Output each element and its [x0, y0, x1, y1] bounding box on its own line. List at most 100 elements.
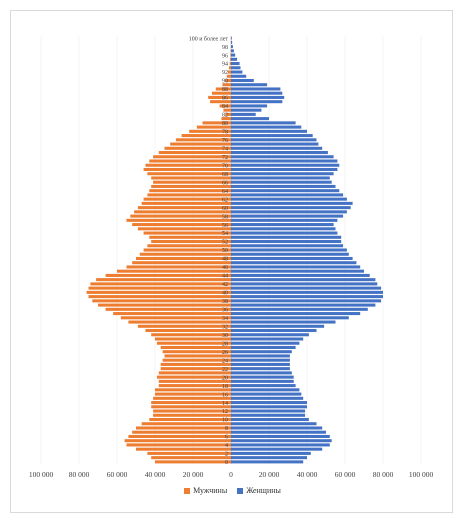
- age-label: 62: [222, 197, 228, 203]
- female-bar: [231, 354, 290, 358]
- male-bar: [113, 312, 231, 316]
- male-bar: [90, 282, 232, 286]
- female-bar: [231, 379, 294, 383]
- age-label: 24: [222, 358, 228, 364]
- female-bar: [231, 401, 307, 405]
- male-bar: [202, 121, 231, 125]
- male-bar: [143, 197, 231, 201]
- age-label: 80: [222, 121, 228, 127]
- female-bar: [231, 282, 378, 286]
- female-bar: [231, 206, 351, 210]
- female-bar: [231, 409, 306, 413]
- male-bar: [153, 180, 231, 184]
- female-bar: [231, 367, 290, 371]
- age-label: 90: [222, 79, 228, 85]
- male-bar: [136, 256, 231, 261]
- female-bar: [231, 265, 361, 269]
- female-bar: [231, 91, 283, 95]
- age-label: 48: [222, 257, 228, 263]
- female-bar: [231, 456, 307, 460]
- female-bar: [231, 439, 332, 443]
- x-tick-label: 60 000: [335, 470, 356, 479]
- female-bar: [231, 303, 376, 307]
- female-bar: [231, 167, 338, 172]
- male-bar: [189, 129, 231, 133]
- female-bar: [231, 244, 344, 248]
- age-label: 44: [222, 274, 228, 280]
- x-tick-label: 60 000: [107, 470, 128, 479]
- female-bar: [231, 278, 376, 282]
- male-bar: [228, 66, 231, 70]
- male-bar: [208, 95, 231, 99]
- male-bar: [98, 303, 231, 307]
- male-bar: [137, 227, 231, 231]
- age-label: 96: [222, 53, 228, 59]
- legend-label-female: Женщины: [246, 486, 281, 495]
- female-bar: [231, 163, 340, 167]
- legend-swatch-male: [184, 487, 191, 494]
- female-bar: [231, 210, 347, 214]
- male-bar: [160, 362, 231, 366]
- male-bar: [170, 142, 231, 146]
- male-bar: [126, 265, 231, 269]
- male-bar: [181, 134, 231, 138]
- male-bar: [143, 167, 231, 172]
- age-label: 54: [222, 231, 228, 237]
- female-bar: [231, 176, 330, 180]
- age-label: 14: [222, 401, 228, 407]
- female-bar: [231, 320, 336, 324]
- male-bar: [153, 155, 231, 159]
- age-label: 50: [222, 248, 228, 254]
- x-tick-label: 80 000: [69, 470, 90, 479]
- female-bar: [231, 197, 347, 201]
- female-bar: [231, 201, 353, 205]
- age-label: 74: [222, 146, 228, 152]
- female-bar: [231, 460, 304, 464]
- female-bar: [231, 95, 285, 99]
- age-label: 100 и более лет: [189, 35, 229, 42]
- male-bar: [145, 163, 231, 167]
- male-bar: [156, 375, 231, 379]
- male-bar: [156, 341, 231, 345]
- x-axis-tick-labels: 100 000 80 000 60 000 40 000 20 000 0 20 000 40…: [29, 470, 434, 479]
- male-bar: [222, 83, 231, 87]
- legend-swatch-female: [237, 487, 244, 494]
- female-bar: [231, 252, 349, 256]
- x-tick-label: 20 000: [183, 470, 204, 479]
- age-label: 78: [222, 130, 228, 136]
- male-bar: [143, 231, 231, 235]
- male-bar: [139, 252, 231, 256]
- age-label: 88: [222, 87, 228, 93]
- male-bar: [141, 422, 231, 426]
- female-bar: [231, 87, 281, 91]
- female-bar: [231, 316, 349, 320]
- female-bar: [231, 396, 304, 400]
- female-bar: [231, 447, 323, 451]
- age-label: 94: [222, 62, 228, 68]
- male-bar: [219, 104, 231, 108]
- female-bar: [231, 261, 357, 265]
- female-bar: [231, 108, 262, 112]
- female-bar: [231, 36, 232, 40]
- x-tick-label: 40 000: [145, 470, 166, 479]
- female-bar: [231, 66, 241, 70]
- female-bar: [231, 299, 382, 303]
- male-bar: [92, 299, 231, 303]
- age-label: 2: [225, 452, 228, 458]
- age-label: 12: [222, 409, 228, 415]
- male-bar: [141, 201, 231, 205]
- male-bar: [155, 460, 231, 464]
- male-bar: [124, 439, 231, 443]
- male-bar: [158, 379, 231, 383]
- male-bar: [149, 417, 231, 422]
- female-bar: [231, 248, 347, 252]
- male-bar: [225, 112, 231, 116]
- age-label: 16: [222, 392, 228, 398]
- female-bar: [231, 70, 243, 74]
- age-label: 66: [222, 180, 228, 186]
- male-bar: [227, 70, 231, 74]
- male-bar: [120, 316, 231, 320]
- male-bar: [126, 443, 231, 447]
- female-bar: [231, 388, 300, 392]
